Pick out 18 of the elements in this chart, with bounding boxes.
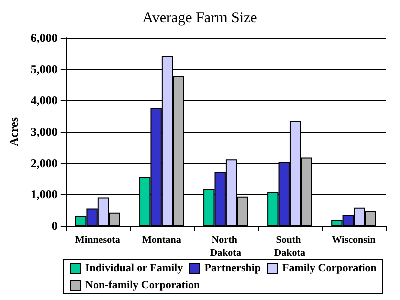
legend-label: Partnership	[204, 262, 262, 274]
y-tick-label: 4,000	[30, 94, 58, 108]
legend-label: Individual or Family	[86, 262, 184, 274]
x-tick-label: Montana	[142, 235, 182, 246]
y-axis-title: Acres	[7, 117, 21, 147]
x-tick-label: North Dakota	[210, 235, 242, 259]
legend-label: Non-family Corporation	[86, 280, 200, 292]
x-tick-label: Wisconsin	[332, 235, 376, 246]
y-tick-label: 2,000	[30, 156, 58, 170]
y-tick-label: 1,000	[30, 188, 58, 202]
x-tick-label: South Dakota	[274, 235, 306, 259]
y-tick-label: 0	[52, 219, 58, 233]
y-tick-label: 3,000	[30, 125, 58, 139]
y-tick-label: 6,000	[30, 31, 58, 45]
y-tick-label: 5,000	[30, 62, 58, 76]
chart-title: Average Farm Size	[142, 10, 258, 26]
legend-label: Family Corporation	[282, 262, 377, 274]
x-tick-label: Minnesota	[75, 235, 120, 246]
